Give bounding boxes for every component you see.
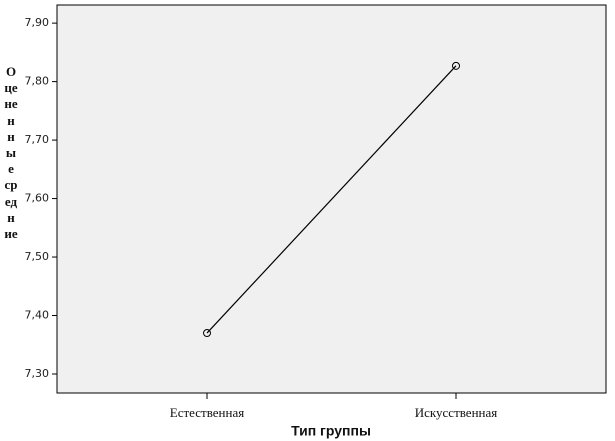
y-tick-label: 7,50: [25, 250, 50, 263]
point: [203, 329, 211, 338]
point: [452, 61, 460, 70]
y-tick-label: 7,90: [25, 16, 50, 29]
y-axis-title: Оцененные средние: [4, 64, 18, 242]
y-tick-label: 7,40: [25, 309, 50, 322]
y-tick-label: 7,30: [25, 367, 50, 380]
line: [206, 65, 457, 334]
x-tick-label: Естественная: [170, 405, 244, 420]
x-axis-title: Тип группы: [291, 423, 371, 439]
y-tick-label: 7,70: [25, 133, 50, 146]
y-tick-label: 7,60: [25, 192, 50, 205]
y-tick-label: 7,80: [25, 75, 50, 88]
x-tick-label: Искусственная: [415, 405, 498, 420]
